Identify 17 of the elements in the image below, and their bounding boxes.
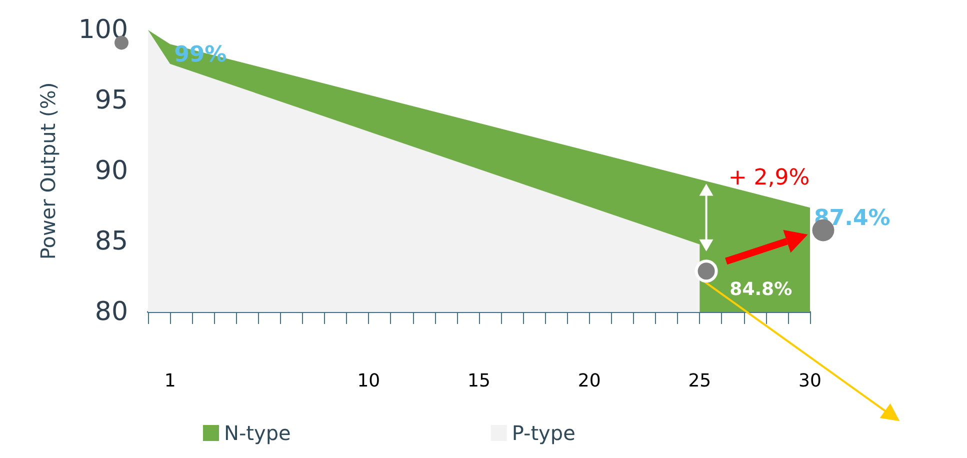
x-tick-label: 10 [357,370,380,392]
x-tick-label: 30 [798,370,822,392]
annotation: + 2,9% [728,165,810,190]
y-tick-label: 100 [78,15,128,45]
y-tick-label: 80 [94,297,128,327]
y-tick-label: 95 [94,86,128,116]
data-label: 99% [174,42,227,68]
y-axis-title: Power Output (%) [36,82,60,260]
data-label: 84.8% [730,278,792,300]
x-tick-label: 20 [578,370,601,392]
x-tick-label: 15 [468,370,490,392]
legend-label: N-type [224,421,291,445]
y-tick-label: 90 [94,156,128,186]
x-tick-label: 1 [164,370,176,392]
legend-label: P-type [512,421,576,445]
x-tick-label: 25 [688,370,712,392]
y-tick-label: 85 [94,226,128,256]
